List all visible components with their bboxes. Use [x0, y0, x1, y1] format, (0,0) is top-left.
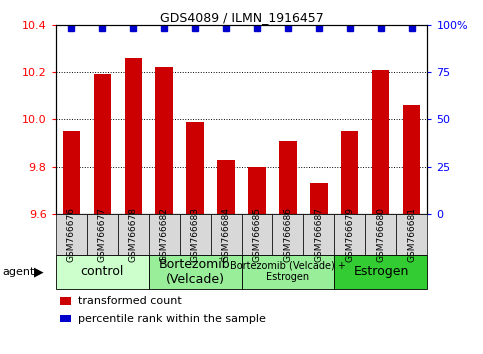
Bar: [156, 67, 172, 214]
Bar: [311, 183, 327, 214]
Text: GSM766678: GSM766678: [128, 207, 138, 262]
Text: GSM766686: GSM766686: [284, 207, 293, 262]
Text: GSM766684: GSM766684: [222, 207, 230, 262]
Text: GSM766685: GSM766685: [253, 207, 261, 262]
Text: GSM766679: GSM766679: [345, 207, 355, 262]
Bar: [372, 70, 389, 214]
Bar: [248, 167, 266, 214]
Text: GSM766676: GSM766676: [67, 207, 75, 262]
Text: agent: agent: [2, 267, 35, 277]
Bar: [341, 131, 358, 214]
Text: control: control: [80, 265, 124, 278]
Text: Bortezomib (Velcade) +
Estrogen: Bortezomib (Velcade) + Estrogen: [230, 261, 346, 282]
Text: GSM766682: GSM766682: [159, 207, 169, 262]
Bar: [217, 160, 235, 214]
Bar: [125, 58, 142, 214]
Bar: [94, 74, 111, 214]
Text: GSM766680: GSM766680: [376, 207, 385, 262]
Bar: [280, 141, 297, 214]
Text: Estrogen: Estrogen: [353, 265, 409, 278]
Bar: [403, 105, 421, 214]
Text: GSM766687: GSM766687: [314, 207, 324, 262]
Text: Bortezomib
(Velcade): Bortezomib (Velcade): [159, 258, 231, 286]
Text: percentile rank within the sample: percentile rank within the sample: [78, 314, 266, 324]
Bar: [186, 122, 203, 214]
Text: transformed count: transformed count: [78, 296, 182, 306]
Text: ▶: ▶: [34, 265, 43, 278]
Bar: [62, 131, 80, 214]
Title: GDS4089 / ILMN_1916457: GDS4089 / ILMN_1916457: [159, 11, 324, 24]
Text: GSM766677: GSM766677: [98, 207, 107, 262]
Text: GSM766683: GSM766683: [190, 207, 199, 262]
Text: GSM766681: GSM766681: [408, 207, 416, 262]
